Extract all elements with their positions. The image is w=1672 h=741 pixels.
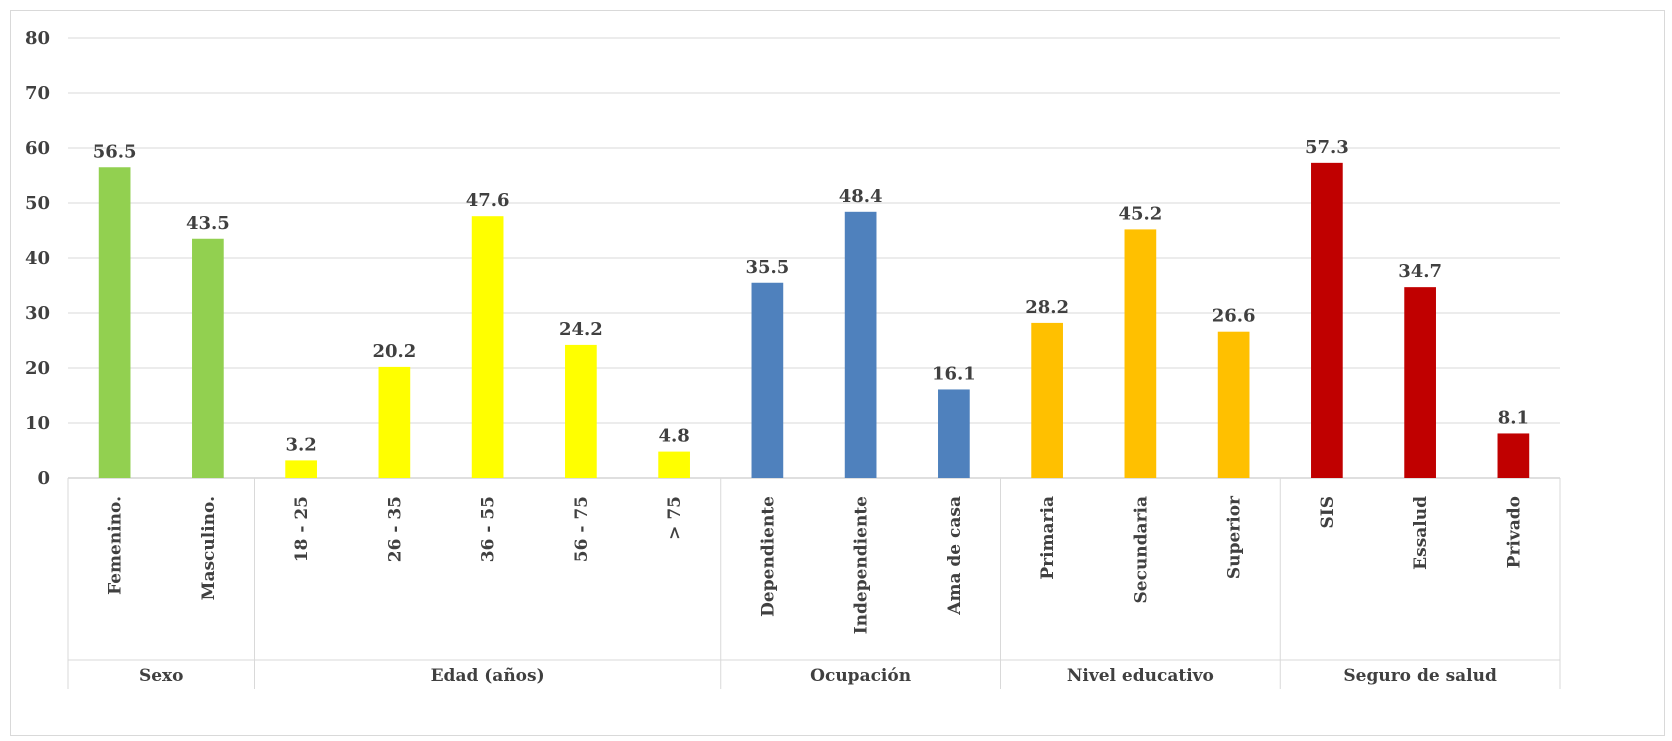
y-tick-label: 20: [25, 358, 50, 379]
category-label: Essalud: [1411, 496, 1431, 570]
bar: [98, 167, 131, 478]
category-label: 36 - 55: [479, 496, 499, 562]
bar: [658, 451, 690, 478]
data-label: 48.4: [839, 186, 883, 207]
category-label: Privado: [1504, 496, 1524, 568]
data-label: 16.1: [932, 363, 976, 384]
category-label: Primaria: [1038, 496, 1058, 580]
bar: [192, 238, 224, 478]
data-label: 34.7: [1398, 261, 1442, 282]
data-label: 3.2: [285, 434, 316, 455]
bar: [1124, 229, 1157, 478]
category-label: Ama de casa: [945, 496, 965, 616]
data-label: 47.6: [466, 190, 510, 211]
data-label: 26.6: [1212, 306, 1256, 327]
category-label: Independiente: [852, 496, 872, 634]
group-label: Sexo: [139, 666, 184, 686]
data-label: 56.5: [93, 141, 137, 162]
category-label: 56 - 75: [572, 496, 592, 562]
bar: [1311, 162, 1343, 478]
category-label: > 75: [665, 496, 685, 540]
data-label: 4.8: [658, 426, 689, 447]
bar: [285, 460, 317, 478]
data-label: 20.2: [372, 341, 416, 362]
y-tick-label: 80: [25, 28, 50, 49]
chart-frame: [10, 10, 1665, 736]
group-label: Nivel educativo: [1067, 666, 1214, 686]
group-label: Edad (años): [431, 666, 545, 686]
y-tick-label: 70: [25, 83, 50, 104]
data-label: 57.3: [1305, 137, 1349, 158]
data-label: 24.2: [559, 319, 603, 340]
y-tick-label: 60: [25, 138, 50, 159]
data-label: 8.1: [1498, 407, 1529, 428]
category-label: Secundaria: [1131, 496, 1151, 604]
category-label: 26 - 35: [385, 496, 405, 562]
bar: [751, 282, 784, 478]
bar: [1217, 331, 1250, 478]
bar: [1497, 433, 1530, 478]
y-tick-label: 40: [25, 248, 50, 269]
y-tick-label: 50: [25, 193, 50, 214]
category-label: Dependiente: [758, 496, 778, 617]
category-label: Superior: [1225, 495, 1245, 579]
category-label: SIS: [1318, 496, 1338, 529]
category-label: 18 - 25: [292, 496, 312, 562]
bar: [565, 344, 597, 478]
bar: [471, 216, 504, 478]
y-tick-label: 0: [37, 468, 50, 489]
group-label: Seguro de salud: [1343, 666, 1497, 686]
bar: [938, 389, 970, 478]
category-label: Masculino.: [199, 496, 219, 600]
bar: [1031, 322, 1063, 478]
group-label: Ocupación: [810, 666, 911, 686]
y-tick-label: 10: [25, 413, 50, 434]
category-label: Femenino.: [106, 496, 126, 595]
y-tick-label: 30: [25, 303, 50, 324]
bar: [844, 211, 877, 479]
data-label: 43.5: [186, 213, 230, 234]
bar: [1404, 287, 1436, 478]
bar: [378, 366, 411, 478]
data-label: 35.5: [745, 257, 789, 278]
data-label: 45.2: [1118, 203, 1162, 224]
data-label: 28.2: [1025, 297, 1069, 318]
